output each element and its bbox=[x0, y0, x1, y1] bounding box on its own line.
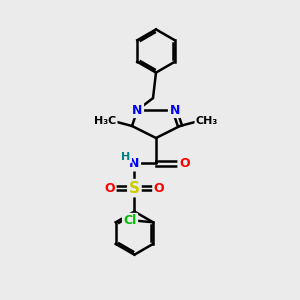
Text: N: N bbox=[129, 157, 140, 170]
Text: N: N bbox=[169, 103, 180, 117]
Text: N: N bbox=[132, 103, 142, 117]
Text: O: O bbox=[104, 182, 115, 195]
Text: H₃C: H₃C bbox=[94, 116, 116, 126]
Text: CH₃: CH₃ bbox=[196, 116, 218, 126]
Text: O: O bbox=[179, 157, 190, 170]
Text: H: H bbox=[122, 152, 130, 162]
Text: O: O bbox=[154, 182, 164, 195]
Text: S: S bbox=[129, 181, 140, 196]
Text: Cl: Cl bbox=[123, 214, 136, 227]
